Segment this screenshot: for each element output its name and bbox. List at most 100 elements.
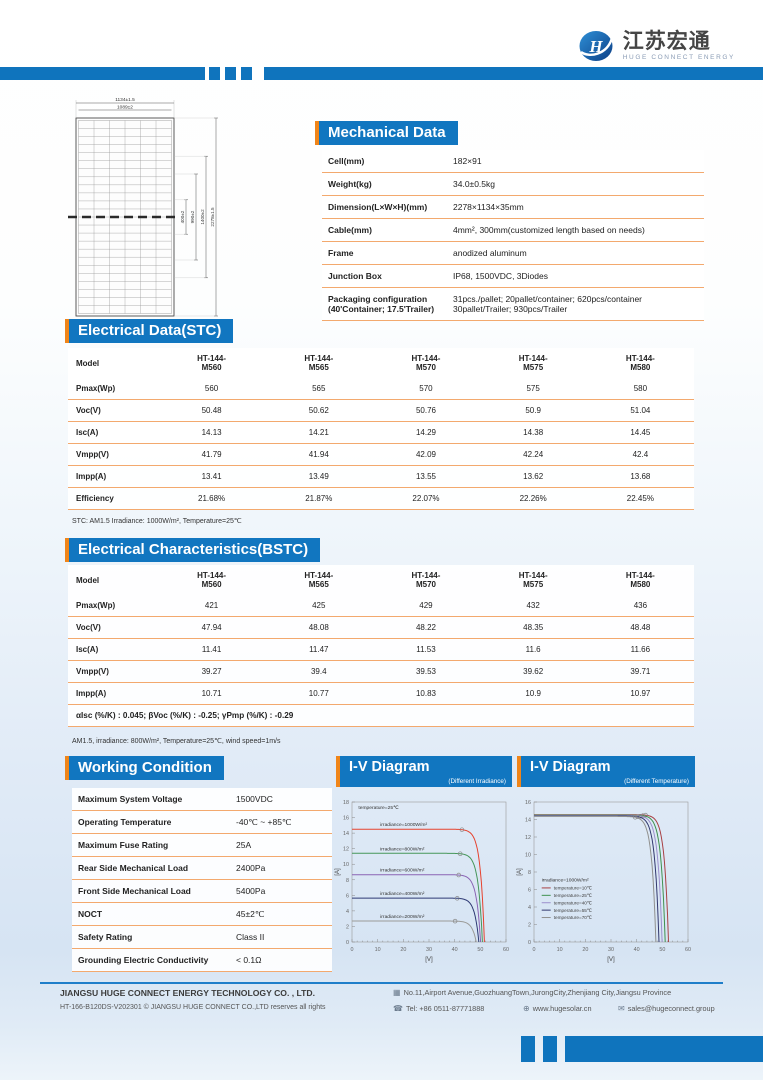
electrical-bstc-title: Electrical Characteristics(BSTC) — [65, 538, 321, 562]
section-title-text: Electrical Characteristics(BSTC) — [78, 541, 309, 558]
cell-value: 14.38 — [479, 421, 587, 444]
svg-text:50: 50 — [477, 947, 483, 953]
row-value: Class II — [236, 932, 265, 942]
cell-value: 42.09 — [372, 443, 480, 466]
cell-value: 21.87% — [265, 487, 373, 510]
band-segment — [521, 1036, 535, 1062]
coefficients-row: αIsc (%/K) : 0.045; βVoc (%/K) : -0.25; … — [68, 704, 694, 727]
footer-phone-text: Tel: +86 0511-87771888 — [405, 1004, 485, 1013]
svg-text:12: 12 — [343, 847, 349, 853]
cell-value: 42.24 — [479, 443, 587, 466]
cell-value: 39.4 — [265, 660, 373, 683]
table-row: Isc(A) 11.41 11.47 11.53 11.6 11.66 — [68, 638, 694, 661]
section-title-text: Mechanical Data — [328, 124, 446, 141]
svg-text:14: 14 — [525, 818, 531, 824]
svg-text:30: 30 — [608, 947, 614, 953]
svg-text:60: 60 — [503, 947, 509, 953]
table-row: Voc(V) 50.48 50.62 50.76 50.9 51.04 — [68, 399, 694, 422]
svg-text:[V]: [V] — [425, 956, 433, 963]
svg-text:temperature=55℃: temperature=55℃ — [554, 908, 593, 913]
svg-text:[V]: [V] — [607, 956, 615, 963]
svg-text:[A]: [A] — [516, 868, 523, 876]
cell-value: 50.48 — [158, 399, 266, 422]
row-value: 34.0±0.5kg — [453, 179, 496, 189]
cell-value: 11.6 — [479, 638, 587, 661]
model-column-header: HT-144- M570 — [411, 571, 441, 589]
table-row: Impp(A) 10.71 10.77 10.83 10.9 10.97 — [68, 682, 694, 705]
cell-value: 10.9 — [479, 682, 587, 705]
row-value: 2400Pa — [236, 863, 266, 873]
svg-text:irradiance=800W/m²: irradiance=800W/m² — [380, 846, 425, 852]
table-row: Dimension(L×W×H)(mm) 2278×1134×35mm — [322, 196, 704, 219]
row-label: Dimension(L×W×H)(mm) — [328, 202, 428, 212]
row-value: 4mm², 300mm(customized length based on n… — [453, 225, 645, 235]
svg-text:40: 40 — [634, 947, 640, 953]
working-condition-title: Working Condition — [65, 756, 224, 780]
band-segment — [565, 1036, 763, 1062]
cell-value: 51.04 — [586, 399, 694, 422]
table-row: Voc(V) 47.94 48.08 48.22 48.35 48.48 — [68, 616, 694, 639]
table-row: Weight(kg) 34.0±0.5kg — [322, 173, 704, 196]
svg-text:temperature=70℃: temperature=70℃ — [554, 915, 593, 920]
row-label: Voc(V) — [68, 399, 158, 422]
coefficients-text: αIsc (%/K) : 0.045; βVoc (%/K) : -0.25; … — [68, 704, 694, 727]
svg-text:60: 60 — [685, 947, 691, 953]
svg-text:6: 6 — [528, 888, 531, 894]
logo-english-name: HUGE CONNECT ENERGY — [622, 54, 735, 61]
cell-value: 421 — [158, 595, 266, 617]
cell-value: 48.35 — [479, 616, 587, 639]
building-icon: ▦ — [393, 988, 401, 997]
row-value: 1500VDC — [236, 794, 273, 804]
cell-value: 39.53 — [372, 660, 480, 683]
svg-text:irradiance=1000W/m²: irradiance=1000W/m² — [380, 822, 427, 828]
cell-value: 570 — [372, 378, 480, 400]
table-row: Efficiency 21.68% 21.87% 22.07% 22.26% 22.45% — [68, 487, 694, 510]
row-label: Junction Box — [328, 271, 382, 281]
row-label: Vmpp(V) — [68, 660, 158, 683]
iv-diagram-subtitle: (Different Temperature) — [624, 778, 689, 785]
table-row: Cell(mm) 182×91 — [322, 150, 704, 173]
model-column-header: HT-144- M575 — [518, 571, 548, 589]
table-row: Vmpp(V) 41.79 41.94 42.09 42.24 42.4 — [68, 443, 694, 466]
svg-text:6: 6 — [346, 893, 349, 899]
footer-website-text: www.hugesolar.cn — [532, 1004, 592, 1013]
cell-value: 22.26% — [479, 487, 587, 510]
svg-text:50: 50 — [659, 947, 665, 953]
cell-value: 48.22 — [372, 616, 480, 639]
svg-text:16: 16 — [525, 800, 531, 806]
svg-text:2: 2 — [528, 923, 531, 929]
header-row: Model HT-144- M560 HT-144- M565 HT-144- M57… — [68, 565, 694, 595]
row-label: Impp(A) — [68, 682, 158, 705]
svg-text:irradiance=600W/m²: irradiance=600W/m² — [380, 868, 425, 874]
footer-email-text: sales@hugeconnect.group — [627, 1004, 715, 1013]
table-row: NOCT 45±2℃ — [72, 903, 332, 926]
table-row: Rear Side Mechanical Load 2400Pa — [72, 857, 332, 880]
row-label: Vmpp(V) — [68, 443, 158, 466]
column-header: Model — [76, 358, 100, 368]
iv-diagram-subtitle: (Different Irradiance) — [448, 778, 506, 785]
svg-text:10: 10 — [557, 947, 563, 953]
svg-text:8: 8 — [346, 878, 349, 884]
table-row: Vmpp(V) 39.27 39.4 39.53 39.62 39.71 — [68, 660, 694, 683]
table-row: Junction Box IP68, 1500VDC, 3Diodes — [322, 265, 704, 288]
row-value: anodized aluminum — [453, 248, 527, 258]
iv-diagram-temperature-header: I-V Diagram (Different Temperature) — [517, 756, 695, 787]
logo-text: 江苏宏通 HUGE CONNECT ENERGY — [622, 31, 735, 62]
row-label: NOCT — [78, 909, 103, 919]
row-label: Grounding Electric Conductivity — [78, 955, 209, 965]
table-row: Safety Rating Class II — [72, 926, 332, 949]
cell-value: 50.76 — [372, 399, 480, 422]
svg-text:10: 10 — [375, 947, 381, 953]
section-title-text: Working Condition — [78, 759, 212, 776]
row-label: Pmax(Wp) — [68, 595, 158, 617]
row-label: Maximum System Voltage — [78, 794, 183, 804]
electrical-bstc-table: Model HT-144- M560 HT-144- M565 HT-144- M57… — [68, 565, 694, 727]
cell-value: 13.55 — [372, 465, 480, 488]
row-label: Impp(A) — [68, 465, 158, 488]
column-header: Model — [76, 575, 100, 585]
table-row: Pmax(Wp) 421 425 429 432 436 — [68, 595, 694, 617]
model-column-header: HT-144- M565 — [304, 354, 334, 372]
row-label: Safety Rating — [78, 932, 133, 942]
row-label: Operating Temperature — [78, 817, 172, 827]
